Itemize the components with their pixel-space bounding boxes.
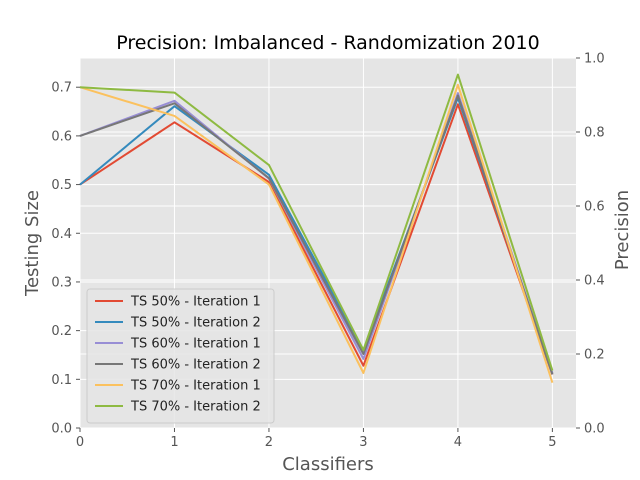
legend-box [86, 288, 275, 424]
series-line-5 [79, 83, 554, 384]
legend-label: TS 60% - Iteration 2 [130, 358, 261, 373]
series-line-6 [79, 73, 554, 371]
legend-label: TS 60% - Iteration 1 [130, 337, 261, 352]
legend-label: TS 70% - Iteration 2 [130, 400, 261, 415]
right-tick-label: 0.4 [584, 274, 605, 289]
x-tick-label: 0 [76, 435, 84, 450]
y-tick-label: 0.4 [51, 227, 72, 242]
y-tick-label: 0.1 [51, 373, 72, 388]
x-tick-label: 5 [548, 435, 556, 450]
right-tick-label: 1.0 [584, 52, 605, 67]
series-line-4 [79, 94, 554, 375]
y-tick-label: 0.2 [51, 324, 72, 339]
y-tick-label: 0.0 [51, 422, 72, 437]
series-lines [79, 73, 554, 384]
legend-label: TS 70% - Iteration 1 [130, 379, 261, 394]
y-tick-label: 0.3 [51, 275, 72, 290]
right-axis-ticks: 0.0 0.2 0.4 0.6 0.8 1.0 [576, 52, 605, 437]
y-axis-ticks: 0.0 0.1 0.2 0.3 0.4 0.5 0.6 0.7 [51, 81, 80, 437]
y-tick-label: 0.5 [51, 178, 72, 193]
right-tick-label: 0.8 [584, 126, 605, 141]
right-axis-label: Precision [612, 190, 633, 270]
x-axis-label: Classifiers [282, 454, 374, 475]
right-tick-label: 0.0 [584, 422, 605, 437]
x-axis-ticks: 0 1 2 3 4 5 [76, 428, 557, 450]
legend-label: TS 50% - Iteration 1 [130, 295, 261, 310]
right-tick-label: 0.6 [584, 200, 605, 215]
y-tick-label: 0.7 [51, 81, 72, 96]
y-axis-label: Testing Size [22, 190, 43, 297]
x-tick-label: 4 [454, 435, 462, 450]
x-tick-label: 3 [359, 435, 367, 450]
chart-title: Precision: Imbalanced - Randomization 20… [116, 32, 539, 54]
right-tick-label: 0.2 [584, 348, 605, 363]
series-line-1 [79, 103, 554, 375]
x-tick-label: 1 [170, 435, 178, 450]
legend-label: TS 50% - Iteration 2 [130, 316, 261, 331]
x-tick-label: 2 [265, 435, 273, 450]
legend: TS 50% - Iteration 1 TS 50% - Iteration 2… [86, 288, 275, 424]
y-tick-label: 0.6 [51, 129, 72, 144]
